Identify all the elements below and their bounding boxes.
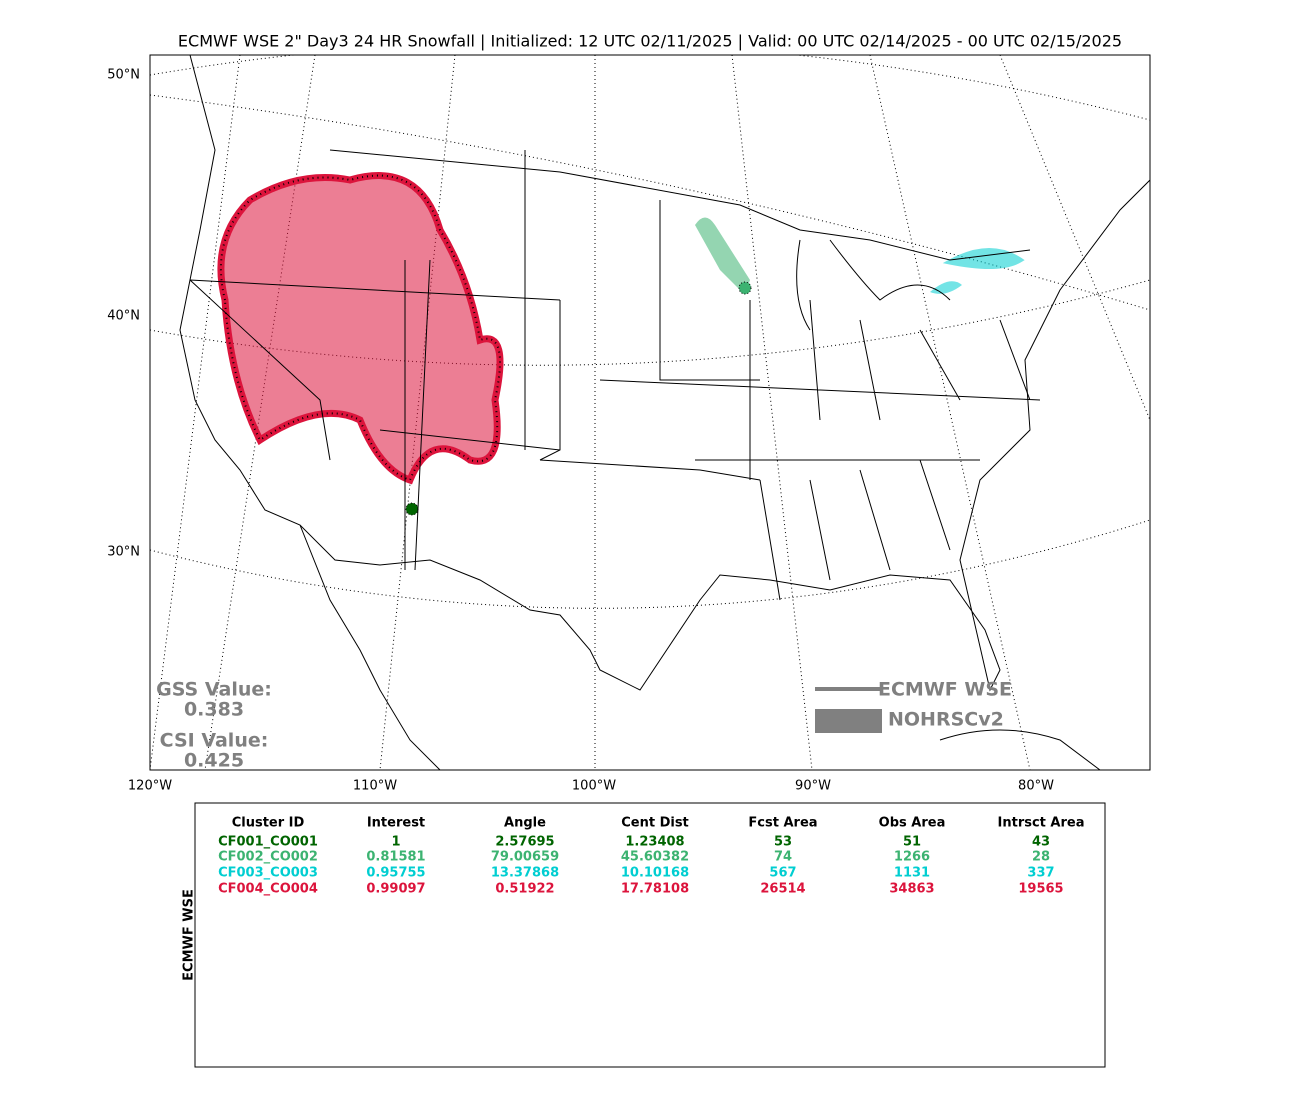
column-header: Cent Dist	[621, 816, 689, 831]
lon-label: 110°W	[353, 779, 397, 794]
table-cell: 17.78108	[621, 882, 689, 897]
column-header: Interest	[367, 816, 425, 831]
table-cell: 0.95755	[366, 866, 425, 881]
csi-value: 0.425	[184, 750, 244, 772]
table-cell: CF003_CO003	[218, 866, 318, 881]
table: ECMWF WSE Cluster ID Interest Angle Cent Di…	[182, 802, 1106, 1068]
table-cell: 13.37868	[491, 866, 559, 881]
table-cell: 2.57695	[495, 835, 554, 850]
table-side-label: ECMWF WSE	[182, 889, 197, 981]
table-cell: 1.23408	[625, 835, 684, 850]
column-header: Obs Area	[879, 816, 946, 831]
table-cell: 19565	[1018, 882, 1063, 897]
table-cell: 1131	[894, 866, 930, 881]
cluster-shapes	[217, 172, 1025, 516]
column-header: Intrsct Area	[998, 816, 1085, 831]
table-cell: 28	[1032, 850, 1050, 865]
lat-label: 30°N	[107, 545, 140, 560]
map: 50°N 40°N 30°N 120°W 110°W 100°W 90°W 80…	[107, 54, 1151, 794]
column-header: Fcst Area	[748, 816, 817, 831]
lon-label: 80°W	[1018, 779, 1054, 794]
table-frame	[194, 802, 1106, 1068]
gss-value: 0.383	[184, 699, 244, 721]
csi-label: CSI Value:	[160, 730, 269, 752]
map-title: ECMWF WSE 2" Day3 24 HR Snowfall | Initi…	[178, 32, 1122, 51]
legend-observed: NOHRSCv2	[888, 709, 1004, 731]
gss-label: GSS Value:	[156, 679, 272, 701]
table-cell: 74	[774, 850, 792, 865]
lon-label: 100°W	[572, 779, 616, 794]
table-cell: 10.10168	[621, 866, 689, 881]
legend-patch	[815, 709, 882, 733]
table-cell: 1	[391, 835, 400, 850]
graticule	[150, 55, 1150, 770]
lon-label: 90°W	[795, 779, 831, 794]
table-cell: 0.51922	[495, 882, 554, 897]
table-cell: 45.60382	[621, 850, 689, 865]
table-cell: 0.81581	[366, 850, 425, 865]
lat-label: 40°N	[107, 309, 140, 324]
table-cell: 337	[1027, 866, 1054, 881]
table-cell: CF004_CO004	[218, 882, 318, 897]
table-cell: 51	[903, 835, 921, 850]
table-cell: CF002_CO002	[218, 850, 318, 865]
column-header: Cluster ID	[232, 816, 305, 831]
legend-forecast: ECMWF WSE	[878, 679, 1012, 701]
table-cell: 1266	[894, 850, 930, 865]
table-cell: 0.99097	[366, 882, 425, 897]
lon-label: 120°W	[128, 779, 172, 794]
lat-label: 50°N	[107, 68, 140, 83]
table-cell: 34863	[889, 882, 934, 897]
table-cell: 43	[1032, 835, 1050, 850]
boundaries	[179, 55, 1150, 770]
table-cell: 79.00659	[491, 850, 559, 865]
table-cell: 567	[769, 866, 796, 881]
table-cell: CF001_CO001	[218, 835, 318, 850]
column-header: Angle	[504, 816, 546, 831]
table-cell: 26514	[760, 882, 805, 897]
table-cell: 53	[774, 835, 792, 850]
